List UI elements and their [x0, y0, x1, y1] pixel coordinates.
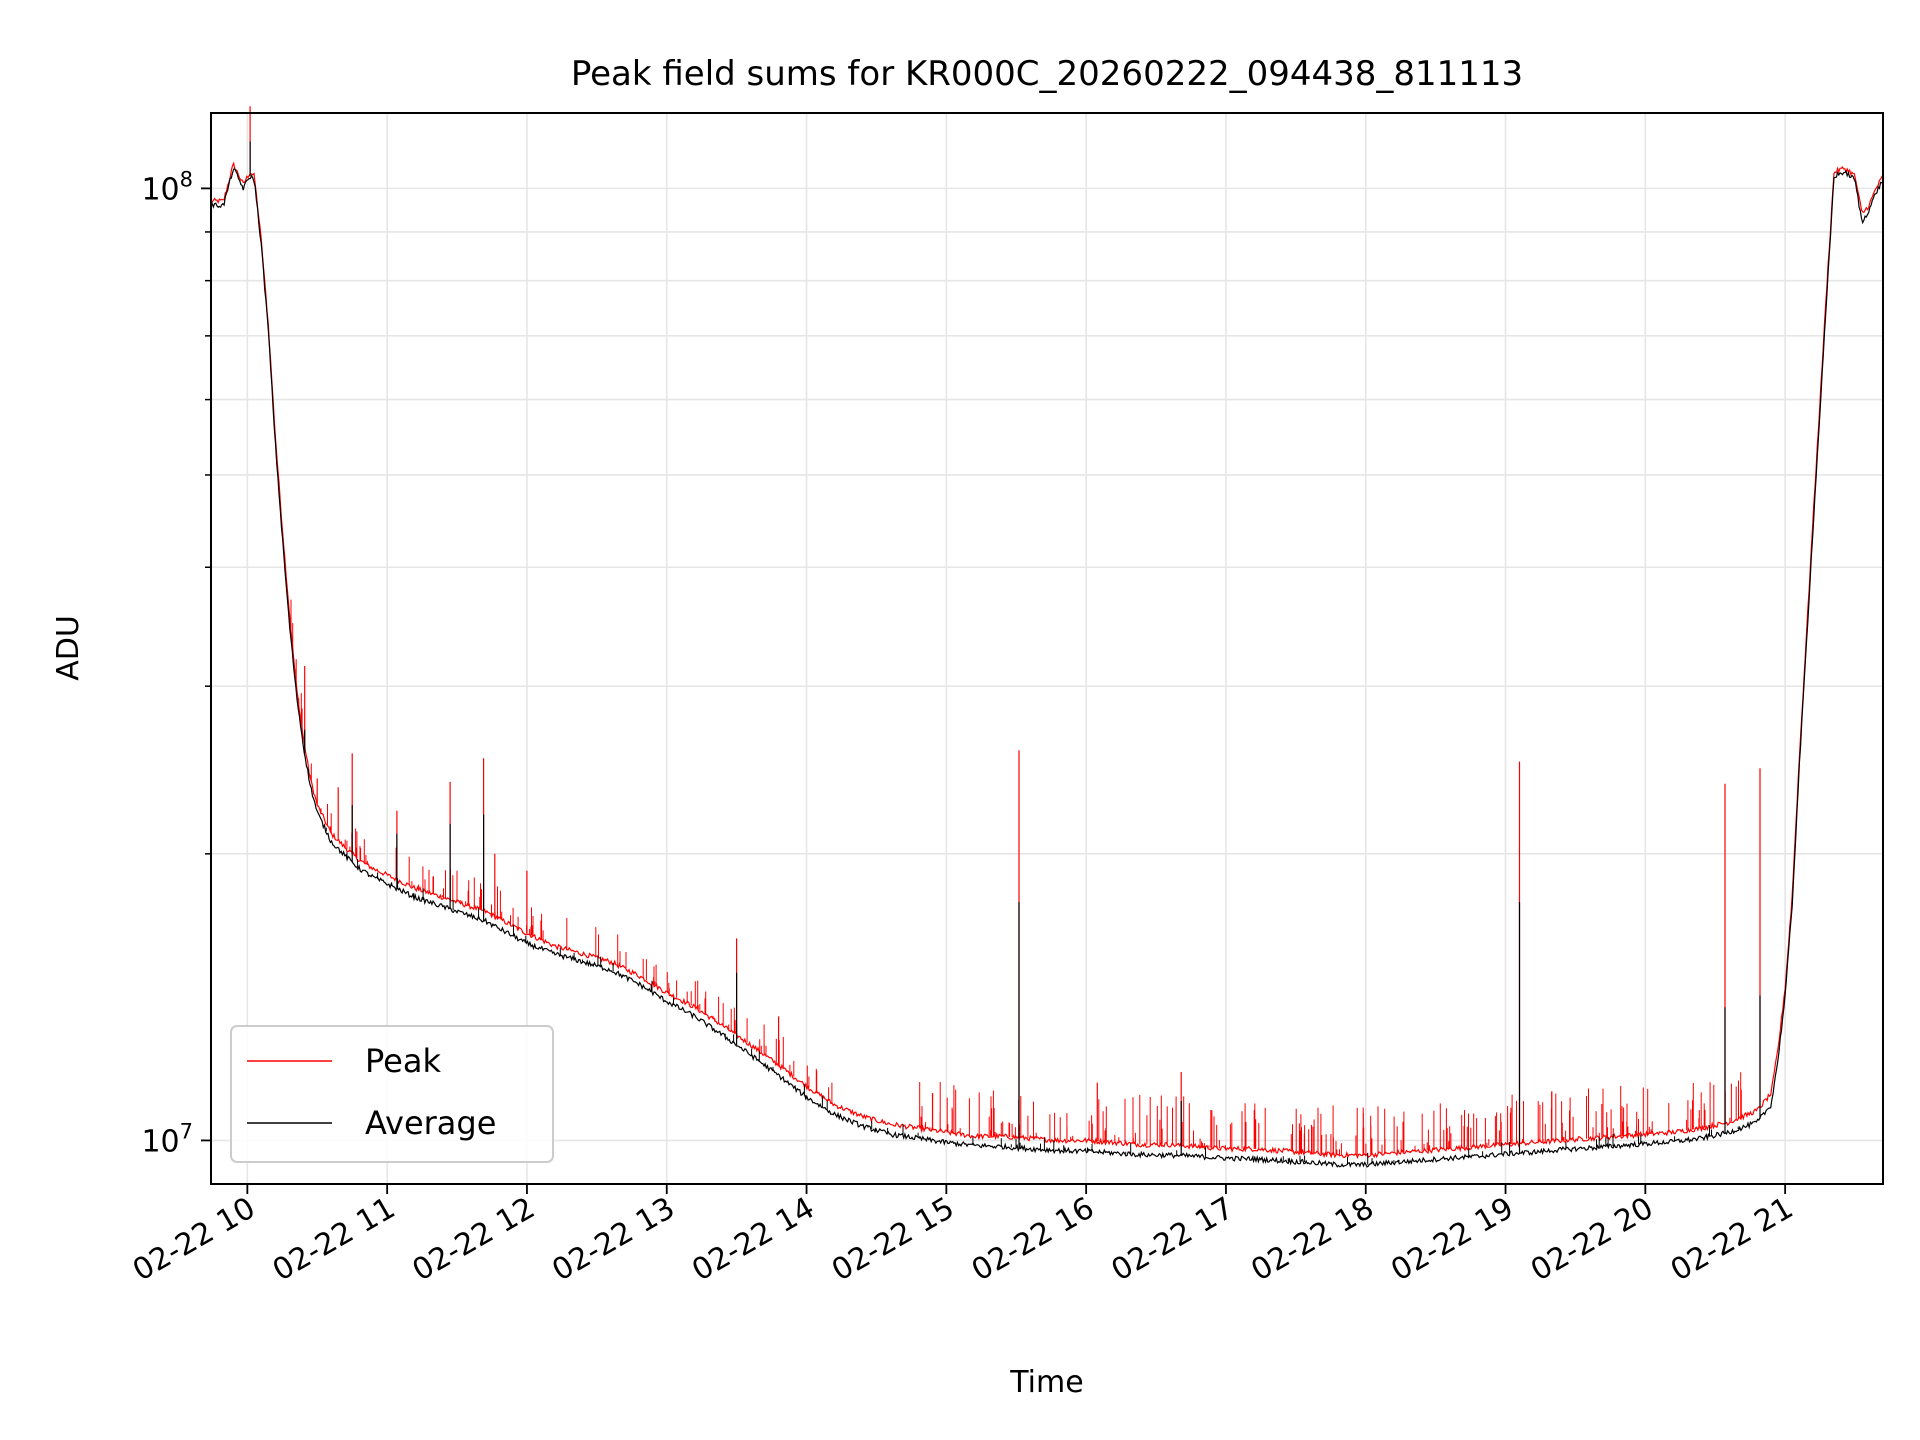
chart-title: Peak field sums for KR000C_20260222_0944… [571, 54, 1523, 94]
y-axis-label: ADU [51, 615, 86, 681]
legend-label-average: Average [365, 1104, 496, 1142]
series-line-peak [210, 161, 1884, 1160]
series-noise-average [308, 769, 1739, 1165]
x-axis-label: Time [1009, 1365, 1083, 1400]
legend-label-peak: Peak [365, 1042, 441, 1080]
legend: Peak Average [230, 1025, 554, 1163]
series-noise-peak [290, 599, 1742, 1156]
legend-box [230, 1025, 554, 1163]
y-tick-label: 108 [141, 167, 193, 207]
series-line-average [210, 168, 1884, 1168]
y-axis: 107 108 [141, 167, 211, 1159]
grid [211, 113, 1883, 1184]
plot-frame [210, 112, 1884, 1185]
series-layer [210, 106, 1884, 1168]
series-spikes-average [249, 141, 1761, 1156]
y-tick-label: 107 [141, 1119, 193, 1159]
